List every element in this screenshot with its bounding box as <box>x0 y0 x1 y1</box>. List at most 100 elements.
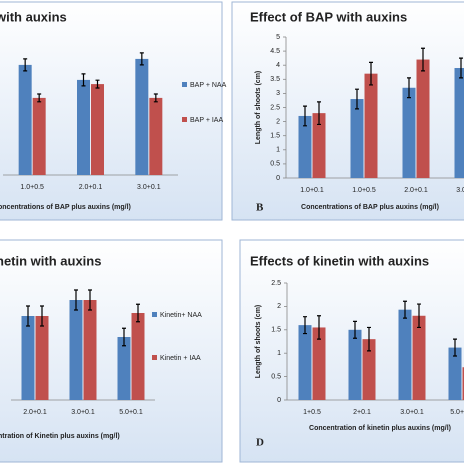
bar <box>135 58 149 175</box>
chart-title: Effect of BAP with auxins <box>250 9 407 24</box>
panel-label: D <box>256 437 264 449</box>
error-bar <box>403 300 407 319</box>
error-bar <box>421 47 425 72</box>
y-axis-label: Length of shoots (cm) <box>255 71 262 145</box>
chart-title: netin with auxins <box>0 253 101 268</box>
bar <box>91 84 104 175</box>
bar <box>77 79 90 175</box>
error-bar <box>26 305 30 327</box>
x-tick-label: 2.0+0.1 <box>23 409 47 416</box>
x-tick-label: 2.0+0.1 <box>79 184 103 191</box>
legend-swatch <box>182 117 187 122</box>
y-tick-label: 0 <box>276 175 280 182</box>
x-tick-label: 1+0.5 <box>303 409 321 416</box>
bar <box>149 97 163 175</box>
y-tick-label: 1 <box>276 147 280 154</box>
x-tick-label: 1.0+0.5 <box>20 184 44 191</box>
y-tick-label: 2 <box>277 303 281 310</box>
chart-title: Effects of kinetin with auxins <box>250 253 429 268</box>
error-bar <box>139 52 144 66</box>
bar <box>398 309 412 400</box>
error-bar <box>369 61 373 86</box>
y-axis-label: Length of shoots (cm) <box>255 305 262 379</box>
error-bar <box>136 303 140 323</box>
x-tick-label: 3.0+0.1 <box>456 187 464 194</box>
error-bar <box>74 289 78 311</box>
bar <box>32 97 46 175</box>
error-bar <box>303 105 307 127</box>
bar <box>18 64 32 175</box>
bar <box>364 73 378 178</box>
x-tick-label: 3.0+0.1 <box>400 409 424 416</box>
bar <box>35 316 49 400</box>
legend-label: Kinetin + IAA <box>160 355 201 362</box>
bar <box>312 327 326 400</box>
error-bar <box>37 93 42 103</box>
panel-label: B <box>256 202 264 214</box>
y-tick-label: 2.5 <box>271 280 281 287</box>
y-tick-label: 0.5 <box>271 373 281 380</box>
x-axis-label: Concentration of kinetin plus auxins (mg… <box>309 425 451 432</box>
bar <box>298 325 312 400</box>
error-bar <box>88 289 92 311</box>
x-tick-label: 5.0+0.1 <box>450 409 464 416</box>
legend-swatch <box>152 355 157 360</box>
error-bar <box>40 305 44 327</box>
x-tick-label: 1.0+0.5 <box>352 187 376 194</box>
bar <box>402 87 416 178</box>
x-tick-label: 1.0+0.1 <box>300 187 324 194</box>
error-bar <box>317 101 321 126</box>
error-bar <box>317 315 321 340</box>
bar <box>312 113 326 178</box>
bar <box>462 367 464 400</box>
x-tick-label: 3.0+0.1 <box>137 184 161 191</box>
bar <box>448 347 462 400</box>
error-bar <box>453 338 457 357</box>
y-tick-label: 0.5 <box>270 161 280 168</box>
x-tick-label: 3.0+0.1 <box>71 409 95 416</box>
bar <box>362 339 376 400</box>
error-bar <box>417 303 421 329</box>
x-tick-label: 5.0+0.1 <box>119 409 143 416</box>
error-bar <box>355 88 359 110</box>
error-bar <box>353 320 357 339</box>
y-tick-label: 1.5 <box>270 133 280 140</box>
y-tick-label: 3 <box>276 90 280 97</box>
x-tick-label: 2.0+0.1 <box>404 187 428 194</box>
error-bar <box>153 93 158 103</box>
y-tick-label: 5 <box>276 34 280 41</box>
bar <box>117 337 131 400</box>
error-bar <box>407 77 411 99</box>
legend-label: BAP + IAA <box>190 117 223 124</box>
legend-swatch <box>152 312 157 317</box>
x-tick-label: 2+0.1 <box>353 409 371 416</box>
x-axis-label: ntration of Kinetin plus auxins (mg/l) <box>0 433 120 440</box>
y-tick-label: 3.5 <box>270 76 280 83</box>
bar <box>131 313 145 400</box>
y-tick-label: 4 <box>276 62 280 69</box>
y-tick-label: 1.5 <box>271 327 281 334</box>
bar <box>454 68 464 178</box>
legend-label: Kinetin+ NAA <box>160 312 202 319</box>
error-bar <box>95 79 100 89</box>
bar <box>69 300 83 400</box>
x-axis-label: oncentrations of BAP plus auxins (mg/l) <box>0 204 131 211</box>
bar <box>21 316 35 400</box>
legend-swatch <box>182 82 187 87</box>
error-bar <box>303 316 307 335</box>
bar <box>83 300 97 400</box>
y-tick-label: 2.5 <box>270 104 280 111</box>
chart-title: with auxins <box>0 9 67 24</box>
error-bar <box>122 327 126 347</box>
y-tick-label: 0 <box>277 397 281 404</box>
bar <box>298 115 312 178</box>
error-bar <box>81 73 86 87</box>
x-axis-label: Concentrations of BAP plus auxins (mg/l) <box>301 204 439 211</box>
bar <box>350 99 364 178</box>
bar <box>416 59 430 179</box>
y-tick-label: 1 <box>277 350 281 357</box>
legend-label: BAP + NAA <box>190 82 227 89</box>
bar <box>348 329 362 400</box>
error-bar <box>459 57 463 79</box>
